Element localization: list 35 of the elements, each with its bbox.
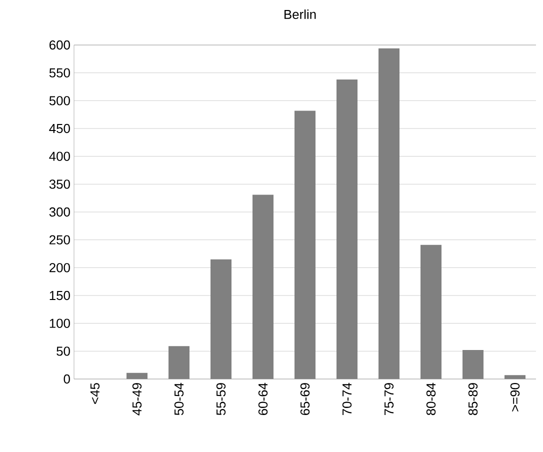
bar	[462, 350, 484, 379]
x-tick-label: 45-49	[132, 383, 142, 416]
y-tick-label: 300	[49, 207, 70, 217]
bar	[126, 372, 148, 379]
y-tick-label: 550	[49, 68, 70, 78]
y-tick-label: 50	[56, 346, 70, 356]
y-tick-label: 500	[49, 96, 70, 106]
y-tick-label: 450	[49, 124, 70, 134]
x-tick-label: 65-69	[300, 383, 310, 415]
chart-title: Berlin	[284, 10, 316, 20]
y-tick-label: 200	[50, 263, 70, 272]
y-tick-label: 400	[49, 152, 70, 161]
x-tick-label: <45	[90, 383, 100, 404]
x-tick-label: 80-84	[426, 382, 436, 416]
bar	[336, 80, 358, 379]
y-tick-label: 350	[49, 180, 70, 189]
x-tick-label: 55-59	[216, 383, 226, 416]
bar	[168, 346, 190, 379]
bar	[294, 110, 316, 379]
y-tick-label: 150	[50, 290, 70, 300]
bar	[210, 259, 232, 379]
y-tick-label: 100	[50, 318, 70, 328]
bar	[378, 48, 400, 379]
x-tick-label: 75-79	[384, 383, 394, 415]
bar	[504, 375, 526, 379]
x-tick-label: 70-74	[342, 382, 352, 415]
bar	[252, 194, 274, 379]
x-tick-label: 85-89	[468, 383, 478, 416]
bar	[420, 244, 442, 379]
y-tick-label: 0	[64, 374, 70, 384]
y-tick-label: 250	[50, 235, 70, 244]
y-tick-label: 600	[50, 40, 70, 50]
x-tick-label: 50-54	[174, 382, 184, 416]
x-tick-label: >=90	[510, 383, 520, 412]
x-tick-label: 60-64	[258, 382, 268, 415]
